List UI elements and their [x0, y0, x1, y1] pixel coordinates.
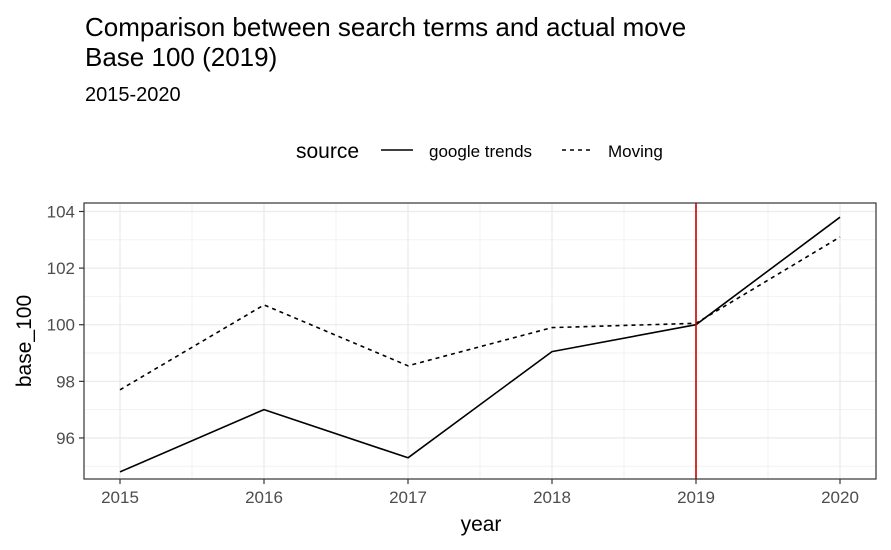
- x-tick-label: 2016: [245, 488, 283, 507]
- y-tick-label: 96: [56, 429, 75, 448]
- series-layer: [119, 216, 841, 473]
- series-line-moving: [119, 236, 841, 391]
- chart-title: Comparison between search terms and actu…: [85, 12, 686, 42]
- x-axis-tick-labels: 2015 2016 2017 2018 2019 2020: [101, 488, 859, 507]
- y-tick-label: 98: [56, 372, 75, 391]
- y-tick-label: 100: [47, 316, 75, 335]
- x-tick-label: 2017: [389, 488, 427, 507]
- x-tick-label: 2018: [533, 488, 571, 507]
- minor-gridlines: [84, 203, 876, 479]
- legend-label-moving: Moving: [608, 142, 663, 161]
- chart-title-line2: Base 100 (2019): [85, 42, 277, 72]
- x-tick-label: 2015: [101, 488, 139, 507]
- y-axis-tick-labels: 96 98 100 102 104: [47, 202, 75, 447]
- major-gridlines: [84, 203, 876, 479]
- legend: source google trends Moving: [296, 140, 663, 163]
- chart-subtitle: 2015-2020: [85, 84, 181, 106]
- y-tick-label: 104: [47, 202, 75, 221]
- x-axis-title: year: [461, 513, 502, 536]
- x-tick-label: 2019: [677, 488, 715, 507]
- legend-label-google-trends: google trends: [429, 142, 532, 161]
- x-tick-label: 2020: [821, 488, 859, 507]
- series-line-google-trends: [119, 216, 841, 473]
- y-tick-label: 102: [47, 259, 75, 278]
- legend-title: source: [296, 140, 359, 163]
- plot-panel-border: [83, 202, 877, 480]
- axis-ticks: [79, 210, 841, 484]
- y-axis-title: base_100: [13, 295, 36, 387]
